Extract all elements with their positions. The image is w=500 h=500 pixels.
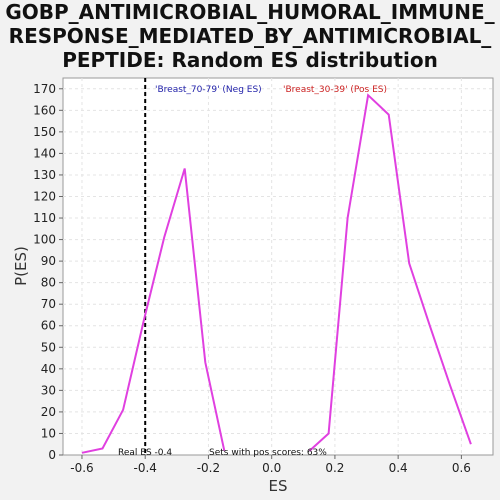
x-tick-label: 0.6: [452, 461, 471, 475]
sets-with-pos-label: Sets with pos scores: 63%: [209, 448, 327, 458]
title-line-2: RESPONSE_MEDIATED_BY_ANTIMICROBIAL_: [8, 24, 492, 48]
x-tick-label: 0.2: [325, 461, 344, 475]
grid: [63, 78, 493, 455]
y-tick-label: 140: [33, 146, 56, 160]
y-tick-label: 0: [48, 448, 56, 462]
series-group: [81, 93, 472, 454]
y-axis-label: P(ES): [12, 246, 30, 286]
plot-area: [62, 77, 494, 456]
y-tick-label: 90: [41, 254, 56, 268]
x-tick-label: -0.4: [133, 461, 156, 475]
x-axis-label: ES: [269, 477, 288, 495]
title-line-1: GOBP_ANTIMICROBIAL_HUMORAL_IMMUNE_: [5, 0, 495, 24]
series-line-1: [81, 168, 226, 454]
x-tick-label: 0.4: [389, 461, 408, 475]
y-tick-label: 10: [41, 426, 56, 440]
x-tick-label: -0.6: [70, 461, 93, 475]
y-tick-label: 160: [33, 103, 56, 117]
y-tick-label: 80: [41, 276, 56, 290]
title-line-3: PEPTIDE: Random ES distribution: [62, 48, 438, 72]
series-line-2: [308, 93, 472, 452]
y-tick-label: 130: [33, 168, 56, 182]
y-tick-label: 120: [33, 189, 56, 203]
real-es-label: Real ES -0.4: [118, 448, 172, 458]
x-axis: -0.6 -0.4 -0.2 0.0 0.2 0.4 0.6: [70, 455, 471, 475]
y-tick-label: 150: [33, 125, 56, 139]
x-tick-label: -0.2: [197, 461, 220, 475]
y-tick-label: 20: [41, 405, 56, 419]
y-tick-label: 30: [41, 383, 56, 397]
neg-es-label: 'Breast_70-79' (Neg ES): [155, 85, 262, 95]
chart-title: GOBP_ANTIMICROBIAL_HUMORAL_IMMUNE_ RESPO…: [0, 0, 500, 72]
pos-es-label: 'Breast_30-39' (Pos ES): [283, 85, 387, 95]
y-tick-label: 50: [41, 340, 56, 354]
y-tick-label: 40: [41, 362, 56, 376]
x-tick-label: 0.0: [262, 461, 281, 475]
y-tick-label: 110: [33, 211, 56, 225]
y-tick-label: 170: [33, 82, 56, 96]
y-tick-label: 100: [33, 233, 56, 247]
y-tick-label: 70: [41, 297, 56, 311]
y-axis: 0 10 20 30 40 50 60 70 80 90 100 110 120 130 140 150 160…: [33, 82, 63, 462]
y-tick-label: 60: [41, 319, 56, 333]
